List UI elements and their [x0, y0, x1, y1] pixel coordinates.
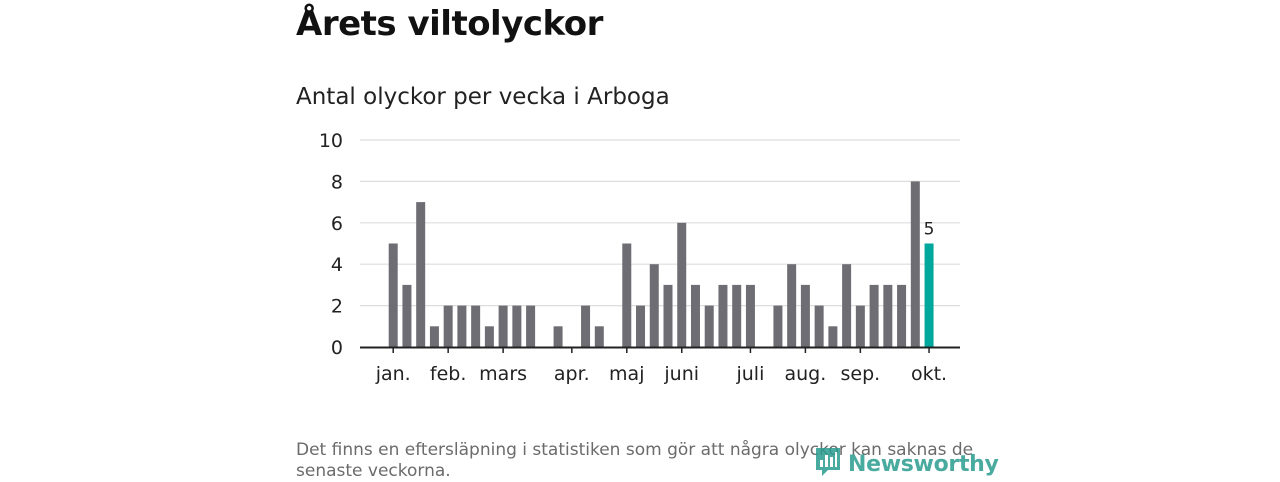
- bar: [910, 181, 920, 347]
- brand-logo: Newsworthy: [814, 446, 999, 482]
- bar: [869, 284, 879, 347]
- y-tick-label: 0: [331, 337, 343, 359]
- bar: [814, 305, 824, 347]
- bar: [429, 326, 439, 347]
- bar: [581, 305, 591, 347]
- bar-chart: 0 2 4 6 8 10 jan. feb. mars apr. maj juni juli aug. s…: [319, 130, 960, 385]
- bar: [855, 305, 865, 347]
- bar: [677, 222, 687, 347]
- x-tick-label: sep.: [841, 363, 881, 385]
- bar: [471, 305, 481, 347]
- x-axis-ticks: jan. feb. mars apr. maj juni juli aug. sep. okt.: [375, 347, 947, 385]
- bar: [649, 264, 659, 347]
- bar: [828, 326, 838, 347]
- chart-subtitle: Antal olyckor per vecka i Arboga: [296, 84, 670, 110]
- bar: [704, 305, 714, 347]
- bar: [773, 305, 783, 347]
- bar: [883, 284, 893, 347]
- bar: [498, 305, 508, 347]
- x-tick-label: apr.: [554, 363, 590, 385]
- x-tick-label: jan.: [375, 363, 411, 385]
- y-tick-label: 6: [331, 213, 343, 235]
- bar: [484, 326, 494, 347]
- bar: [553, 326, 563, 347]
- x-tick-label: mars: [479, 363, 527, 385]
- bar: [443, 305, 453, 347]
- highlight-value-label: 5: [924, 220, 935, 240]
- bar: [636, 305, 646, 347]
- x-tick-label: feb.: [430, 363, 466, 385]
- bar: [663, 284, 673, 347]
- bar: [402, 284, 412, 347]
- bar: [718, 284, 728, 347]
- x-tick-label: juni: [663, 363, 699, 385]
- x-tick-label: okt.: [911, 363, 947, 385]
- bar: [457, 305, 467, 347]
- bar: [526, 305, 536, 347]
- bar: [594, 326, 604, 347]
- bar: [732, 284, 742, 347]
- bar: [745, 284, 755, 347]
- y-tick-label: 10: [319, 130, 343, 152]
- bar: [622, 243, 632, 347]
- bar: [690, 284, 700, 347]
- bar: [416, 202, 426, 347]
- bar: [787, 264, 797, 347]
- y-tick-label: 8: [331, 171, 343, 193]
- bar: [897, 284, 907, 347]
- y-tick-label: 4: [331, 254, 343, 276]
- grid-layer: [360, 139, 960, 307]
- x-tick-label: juli: [735, 363, 764, 385]
- bars: [388, 181, 934, 347]
- bar: [512, 305, 522, 347]
- brand-name: Newsworthy: [848, 451, 999, 477]
- x-tick-label: aug.: [785, 363, 827, 385]
- y-tick-label: 2: [331, 296, 343, 318]
- bar: [800, 284, 810, 347]
- bar-highlight: [924, 243, 934, 347]
- y-axis-ticks: 0 2 4 6 8 10: [319, 130, 343, 359]
- x-tick-label: maj: [609, 363, 644, 385]
- footnote: Det finns en eftersläpning i statistiken…: [296, 440, 974, 481]
- bar: [842, 264, 852, 347]
- newsworthy-logo-icon: [814, 446, 842, 482]
- bar: [388, 243, 398, 347]
- page-title: Årets viltolyckor: [296, 4, 603, 44]
